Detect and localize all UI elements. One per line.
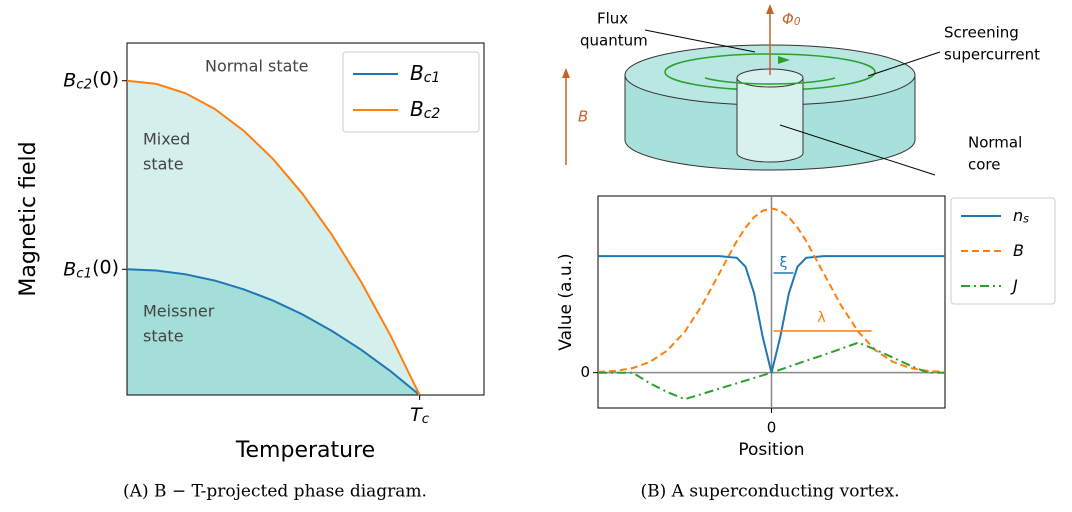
legend-label: B: [1013, 241, 1024, 260]
region-label: state: [143, 155, 184, 174]
legend-label: Bc1: [410, 61, 440, 87]
legend-box: [950, 197, 1056, 305]
diagram-label: core: [968, 156, 1001, 174]
legend-box: [342, 51, 480, 133]
current-arrow: [778, 56, 790, 64]
x-tick-label: Tc: [410, 404, 430, 427]
series-line: [598, 255, 945, 373]
y-tick-label: Bc1(0): [63, 256, 119, 281]
legend-label: J: [1010, 276, 1018, 295]
x-axis-label: Temperature: [235, 438, 375, 463]
supercurrent-inner: [704, 77, 836, 85]
region-label: Meissner: [143, 302, 215, 321]
flux-arrowhead: [766, 4, 774, 14]
field-arrowhead: [562, 68, 570, 78]
region-fill: [127, 80, 420, 395]
legend-label: ns: [1013, 206, 1029, 226]
x-tick-label: 0: [767, 419, 777, 437]
y-tick-label: Bc2(0): [63, 68, 119, 93]
diagram-label: Normal: [968, 134, 1022, 152]
region-label: state: [143, 327, 184, 346]
pointer: [779, 124, 936, 176]
y-axis-label: Magnetic field: [16, 141, 41, 296]
y-axis-label: Value (a.u.): [556, 253, 576, 350]
pointer: [644, 29, 756, 53]
region-label: Mixed: [143, 130, 190, 149]
lambda-label: λ: [817, 310, 825, 326]
chart: Bc1(0) Bc2(0) Tc Temperature Magnetic field B…: [16, 42, 485, 463]
legend-label: Bc2: [410, 97, 440, 123]
region-label: Normal state: [205, 57, 309, 76]
series-line: [597, 207, 946, 373]
diagram-label: Flux: [597, 10, 628, 28]
series-line: [126, 79, 421, 396]
diagram-label: B: [578, 108, 588, 126]
series-line: [126, 268, 421, 396]
core-side: [736, 78, 804, 163]
region-fill: [127, 269, 420, 395]
diagram-label: Screening: [944, 24, 1019, 42]
diagram-label: quantum: [580, 32, 648, 50]
pointer: [867, 51, 941, 77]
caption: (B) A superconducting vortex.: [641, 482, 900, 502]
y-tick-label: 0: [580, 363, 590, 381]
diagram-label: supercurrent: [944, 46, 1040, 64]
chart: 0 0 Position Value (a.u.) ns BJξ λ: [556, 195, 1056, 460]
vortex-diagram: Flux quantum Φ0 Screening supercurrent B…: [562, 4, 1040, 176]
diagram-label: Φ0: [782, 10, 801, 29]
x-axis-label: Position: [738, 440, 804, 460]
xi-label: ξ: [780, 255, 788, 271]
caption: (A) B − T-projected phase diagram.: [123, 482, 427, 502]
plot-frame: [126, 42, 485, 396]
